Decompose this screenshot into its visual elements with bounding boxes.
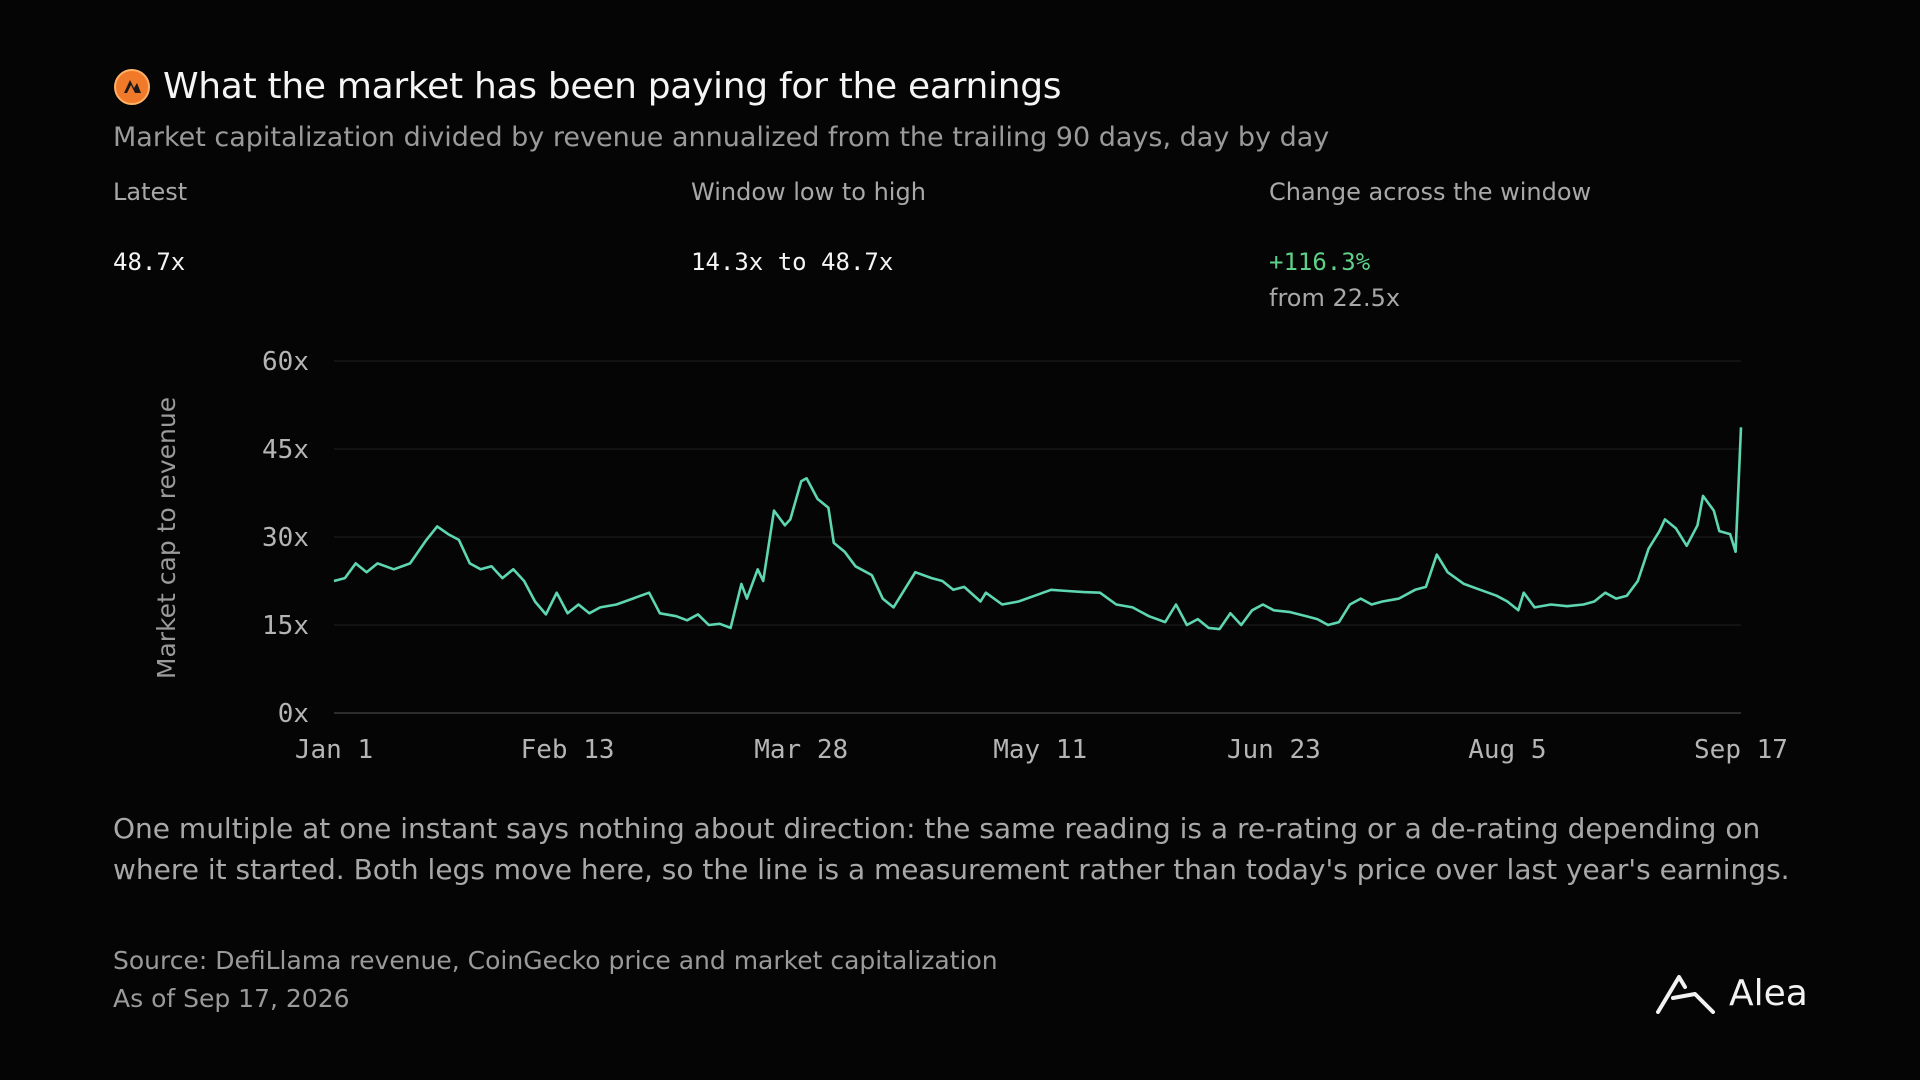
stat-latest: Latest 48.7x [113, 178, 187, 276]
series-line [333, 427, 1743, 631]
chart-note: One multiple at one instant says nothing… [113, 812, 1790, 886]
y-axis-ticks: 0x 15x 30x 45x 60x [262, 347, 309, 729]
y-tick-label: 45x [262, 435, 309, 465]
stat-change: Change across the window +116.3% from 22… [1269, 178, 1591, 312]
y-tick-label: 30x [262, 523, 309, 553]
page-title: What the market has been paying for the … [163, 66, 1062, 107]
title-row: What the market has been paying for the … [113, 66, 1062, 107]
brand-logo: Alea [1655, 972, 1808, 1014]
x-tick-label: Sep 17 [1694, 735, 1788, 765]
y-tick-label: 0x [278, 699, 309, 729]
stat-latest-value: 48.7x [113, 248, 186, 276]
x-axis-ticks: Jan 1 Feb 13 Mar 28 May 11 Jun 23 Aug 5 Sep 17 [295, 735, 1788, 765]
y-tick-label: 15x [262, 611, 309, 641]
stat-change-sub: from 22.5x [1269, 284, 1401, 312]
x-tick-label: May 11 [993, 735, 1087, 765]
stat-range-label: Window low to high [691, 178, 926, 206]
x-tick-label: Mar 28 [754, 735, 848, 765]
chart-grid [334, 360, 1741, 714]
brand-name: Alea [1729, 972, 1808, 1014]
x-tick-label: Feb 13 [521, 735, 615, 765]
source-text: Source: DefiLlama revenue, CoinGecko pri… [113, 946, 998, 975]
stat-latest-label: Latest [113, 178, 188, 206]
source-block: Source: DefiLlama revenue, CoinGecko pri… [113, 942, 998, 1018]
x-tick-label: Aug 5 [1468, 735, 1546, 765]
y-tick-label: 60x [262, 347, 309, 377]
alea-logo-icon [1656, 975, 1715, 1014]
x-tick-label: Jan 1 [295, 735, 373, 765]
flame-logo-icon [114, 68, 150, 105]
stat-range: Window low to high 14.3x to 48.7x [691, 178, 926, 276]
stat-range-value: 14.3x to 48.7x [691, 248, 894, 276]
stat-change-label: Change across the window [1269, 178, 1592, 206]
y-axis-label: Market cap to revenue [152, 397, 181, 679]
page-subtitle: Market capitalization divided by revenue… [113, 122, 1330, 153]
stat-change-value: +116.3% [1269, 248, 1371, 276]
as-of-date: As of Sep 17, 2026 [113, 984, 350, 1013]
line-chart: 0x 15x 30x 45x 60x Jan 1 Feb 13 Mar 28 May 11 Ju… [152, 347, 1788, 765]
x-tick-label: Jun 23 [1227, 735, 1321, 765]
